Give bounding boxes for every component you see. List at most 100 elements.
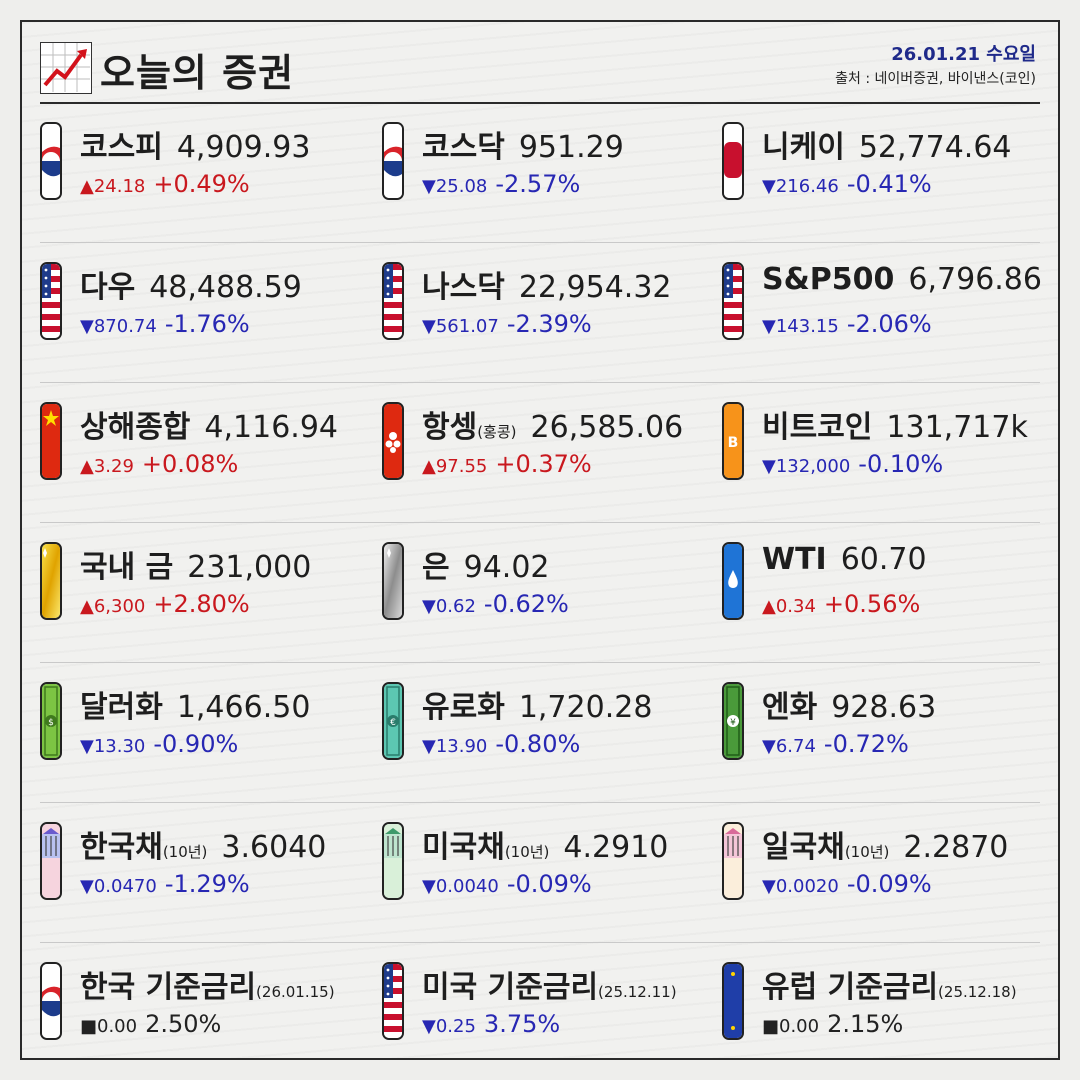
dollar-bill-icon: $: [40, 682, 62, 760]
quote-value: 951.29: [518, 130, 624, 165]
change-amount: ▼0.0020: [762, 876, 839, 897]
quote-label: 엔화: [762, 690, 818, 725]
change-percent: -0.41%: [846, 170, 932, 198]
quote-sublabel: (홍콩): [477, 423, 517, 441]
change-amount: ▲0.34: [762, 596, 816, 617]
quote-name: 비트코인 131,717k: [762, 402, 1028, 446]
quote-name: 항셍(홍콩) 26,585.06: [422, 402, 683, 446]
quote-name: 유로화 1,720.28: [422, 682, 652, 726]
quote-name: 나스닥 22,954.32: [422, 262, 672, 306]
quote-label: 코스피: [80, 130, 163, 165]
quote-sublabel: (10년): [162, 843, 208, 861]
row-divider: [40, 242, 1040, 243]
usa-flag-icon: [722, 262, 744, 340]
date-label: 26.01.21 수요일: [891, 44, 1036, 65]
quote-item: 미국채(10년) 4.2910 ▼0.0040 -0.09%: [382, 820, 722, 920]
quote-name: 미국 기준금리(25.12.11): [422, 962, 677, 1006]
change-amount: ▲24.18: [80, 176, 146, 197]
change-amount: ▲3.29: [80, 456, 134, 477]
gold-bar-icon: [40, 542, 62, 620]
quote-name: 은 94.02: [422, 542, 550, 586]
quote-value: 3.6040: [221, 830, 327, 865]
quote-name: 미국채(10년) 4.2910: [422, 822, 668, 866]
quote-value: 4,116.94: [204, 410, 338, 445]
usa-flag-icon: [382, 962, 404, 1040]
quote-change: ▼0.62 -0.62%: [422, 590, 569, 618]
quote-change: ▼561.07 -2.39%: [422, 310, 592, 338]
quote-label: 항셍: [422, 410, 478, 445]
quote-value: 26,585.06: [530, 410, 684, 445]
change-percent: +0.37%: [495, 450, 592, 478]
change-amount: ▲97.55: [422, 456, 488, 477]
change-amount: ▼216.46: [762, 176, 839, 197]
quote-item: 나스닥 22,954.32 ▼561.07 -2.39%: [382, 260, 722, 360]
quote-value: 4,909.93: [176, 130, 311, 165]
quote-change: ▲0.34 +0.56%: [762, 590, 920, 618]
change-amount: ▼870.74: [80, 316, 157, 337]
quote-sublabel: (10년): [504, 843, 550, 861]
quote-item: ¥ 엔화 928.63 ▼6.74 -0.72%: [722, 680, 1058, 780]
quote-change: ▼0.0020 -0.09%: [762, 870, 932, 898]
change-percent: -1.29%: [164, 870, 250, 898]
quote-name: 일국채(10년) 2.2870: [762, 822, 1008, 866]
change-percent: 2.15%: [827, 1010, 904, 1038]
svg-text:B: B: [728, 435, 739, 451]
quote-value: 2.2870: [903, 830, 1009, 865]
quote-value: 131,717k: [886, 410, 1028, 445]
hongkong-flag-icon: [382, 402, 404, 480]
svg-text:¥: ¥: [730, 718, 736, 728]
page-title: 오늘의 증권: [100, 51, 295, 95]
quote-name: 상해종합 4,116.94: [80, 402, 338, 446]
quote-change: ■0.00 2.50%: [80, 1010, 221, 1038]
quote-change: ▼0.0040 -0.09%: [422, 870, 592, 898]
quote-change: ▼13.30 -0.90%: [80, 730, 238, 758]
quote-value: 1,720.28: [518, 690, 653, 725]
change-percent: -0.62%: [483, 590, 569, 618]
quote-change: ▼143.15 -2.06%: [762, 310, 932, 338]
quote-item: 니케이 52,774.64 ▼216.46 -0.41%: [722, 120, 1058, 220]
quote-change: ▼13.90 -0.80%: [422, 730, 580, 758]
change-amount: ▼0.0040: [422, 876, 499, 897]
quote-label: 코스닥: [422, 130, 505, 165]
quote-label: 니케이: [762, 130, 845, 165]
quote-name: 다우 48,488.59: [80, 262, 302, 306]
quote-value: 4.2910: [563, 830, 669, 865]
change-percent: -2.39%: [506, 310, 592, 338]
yen-bill-icon: ¥: [722, 682, 744, 760]
source-label: 출처 : 네이버증권, 바이낸스(코인): [835, 71, 1036, 87]
japan-bond-icon: [722, 822, 744, 900]
korea-flag-icon: [40, 962, 62, 1040]
quote-label: 다우: [80, 270, 136, 305]
quote-change: ▼870.74 -1.76%: [80, 310, 250, 338]
china-flag-icon: [40, 402, 62, 480]
quote-sublabel: (25.12.18): [938, 983, 1017, 1001]
korea-bond-icon: [40, 822, 62, 900]
change-percent: -0.09%: [846, 870, 932, 898]
change-amount: ▼0.62: [422, 596, 476, 617]
change-percent: 3.75%: [483, 1010, 561, 1038]
quote-value: 231,000: [187, 550, 312, 585]
quote-label: 유럽 기준금리: [762, 970, 939, 1005]
quote-item: 다우 48,488.59 ▼870.74 -1.76%: [40, 260, 380, 360]
change-amount: ▼13.90: [422, 736, 488, 757]
quote-label: S&P500: [762, 262, 895, 297]
quote-change: ▲3.29 +0.08%: [80, 450, 238, 478]
quote-item: $ 달러화 1,466.50 ▼13.30 -0.90%: [40, 680, 380, 780]
silver-bar-icon: [382, 542, 404, 620]
change-amount: ▼0.25: [422, 1016, 476, 1037]
quote-item: 일국채(10년) 2.2870 ▼0.0020 -0.09%: [722, 820, 1058, 920]
change-amount: ▼0.0470: [80, 876, 157, 897]
quote-item: S&P500 6,796.86 ▼143.15 -2.06%: [722, 260, 1058, 360]
quote-label: 유로화: [422, 690, 505, 725]
quote-change: ▼6.74 -0.72%: [762, 730, 909, 758]
quote-name: 달러화 1,466.50: [80, 682, 310, 726]
change-amount: ▼25.08: [422, 176, 488, 197]
quote-value: 928.63: [831, 690, 937, 725]
quote-label: 일국채: [762, 830, 845, 865]
quote-item: 한국 기준금리(26.01.15) ■0.00 2.50%: [40, 960, 380, 1058]
row-divider: [40, 662, 1040, 663]
change-percent: +0.49%: [153, 170, 250, 198]
market-board: 오늘의 증권 26.01.21 수요일 출처 : 네이버증권, 바이낸스(코인)…: [20, 20, 1060, 1060]
svg-text:€: €: [390, 718, 396, 728]
quote-value: 1,466.50: [176, 690, 311, 725]
